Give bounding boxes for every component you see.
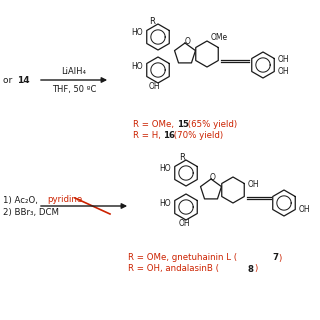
Text: OMe: OMe — [211, 33, 228, 42]
Text: HO: HO — [159, 198, 171, 207]
Text: ): ) — [254, 265, 257, 274]
Text: pyridine: pyridine — [47, 196, 82, 204]
Text: R: R — [149, 17, 155, 26]
Text: OH: OH — [148, 82, 160, 91]
Text: OH: OH — [299, 204, 311, 213]
Text: HO: HO — [132, 61, 143, 70]
Text: (70% yield): (70% yield) — [171, 131, 223, 140]
Text: 14: 14 — [17, 76, 30, 84]
Text: (65% yield): (65% yield) — [185, 119, 237, 129]
Text: 8: 8 — [248, 265, 254, 274]
Text: R: R — [179, 153, 185, 162]
Text: OH: OH — [248, 180, 260, 188]
Text: O: O — [210, 172, 216, 181]
Text: R = OH, andalasinB (: R = OH, andalasinB ( — [128, 265, 219, 274]
Text: OH: OH — [278, 67, 290, 76]
Text: OH: OH — [278, 54, 290, 63]
Text: R = OMe,: R = OMe, — [133, 119, 177, 129]
Text: O: O — [185, 36, 191, 45]
Text: or: or — [3, 76, 15, 84]
Text: LiAlH₄: LiAlH₄ — [61, 67, 86, 76]
Text: 2) BBr₃, DCM: 2) BBr₃, DCM — [3, 207, 59, 217]
Text: OH: OH — [178, 219, 190, 228]
Text: HO: HO — [159, 164, 171, 172]
Text: R = OMe, gnetuhainin L (: R = OMe, gnetuhainin L ( — [128, 253, 237, 262]
Text: 1) Ac₂O,: 1) Ac₂O, — [3, 196, 41, 204]
Text: 16: 16 — [163, 131, 175, 140]
Text: R = H,: R = H, — [133, 131, 164, 140]
Text: ): ) — [278, 253, 281, 262]
Text: 15: 15 — [177, 119, 189, 129]
Text: 7: 7 — [272, 253, 278, 262]
Text: HO: HO — [132, 28, 143, 36]
Text: THF, 50 ºC: THF, 50 ºC — [52, 84, 96, 93]
